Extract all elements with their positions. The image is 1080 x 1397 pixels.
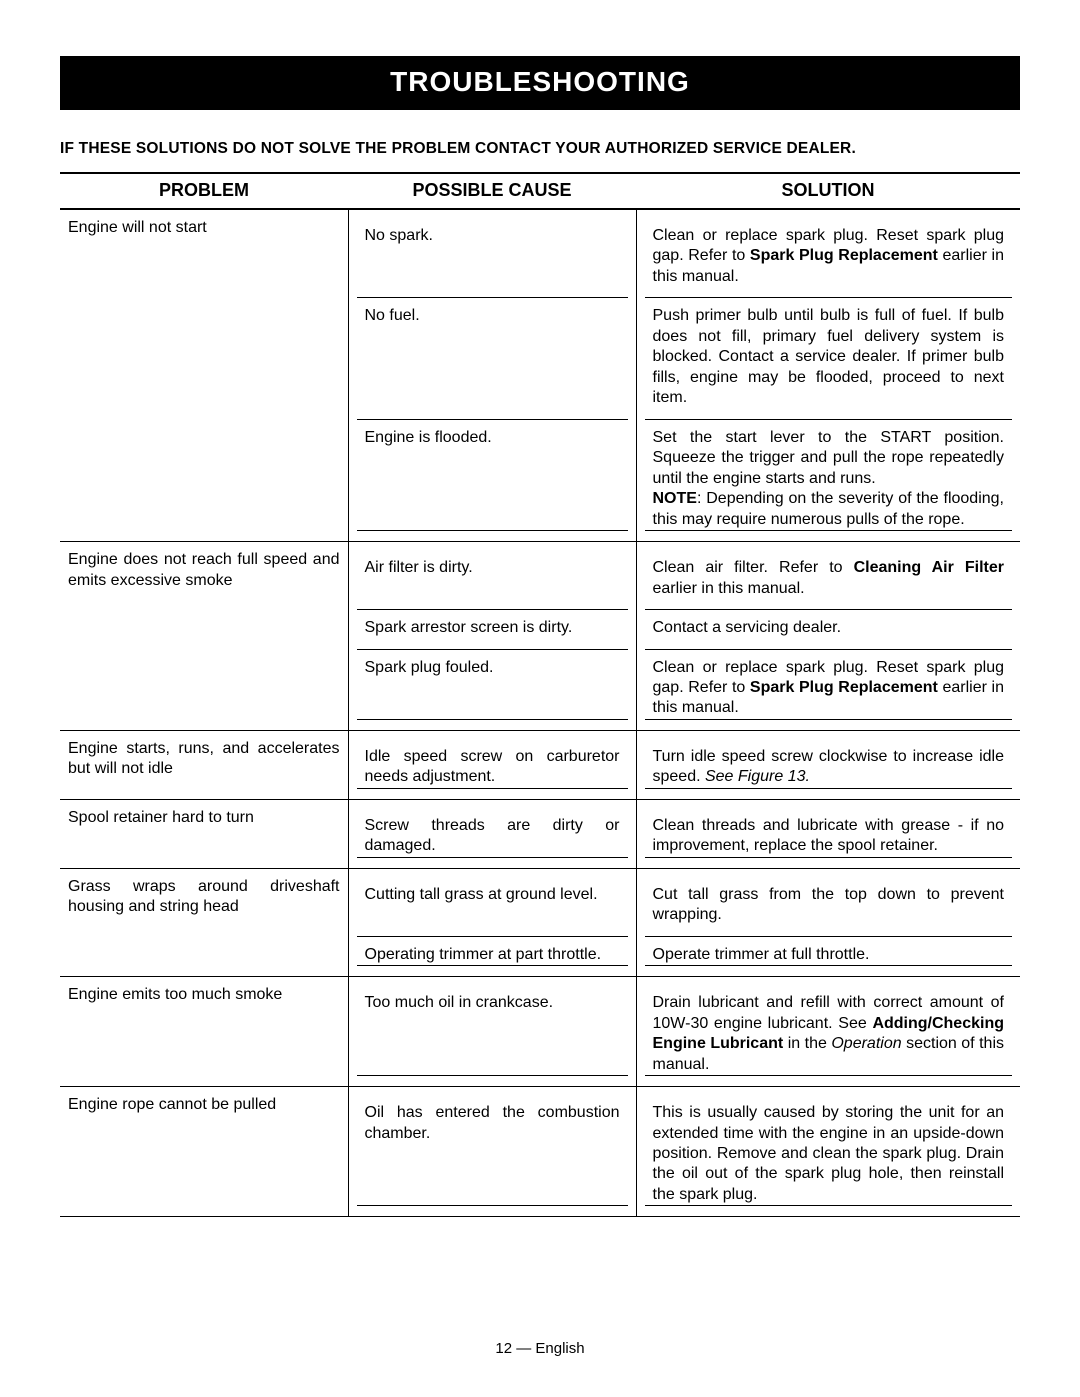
- cause-text: Idle speed screw on carburetor needs adj…: [357, 739, 628, 788]
- table-header-row: PROBLEM POSSIBLE CAUSE SOLUTION: [60, 173, 1020, 209]
- cause-text: Screw threads are dirty or damaged.: [357, 808, 628, 857]
- solution-text: Clean threads and lubricate with grease …: [645, 808, 1013, 857]
- cause-cell: Too much oil in crankcase.: [348, 977, 636, 1087]
- cause-cell: Air filter is dirty.Spark arrestor scree…: [348, 542, 636, 731]
- manual-page: TROUBLESHOOTING IF THESE SOLUTIONS DO NO…: [0, 0, 1080, 1397]
- solution-text: Cut tall grass from the top down to prev…: [645, 877, 1013, 936]
- table-row: Engine will not startNo spark.No fuel.En…: [60, 209, 1020, 542]
- cause-text: Spark plug fouled.: [357, 649, 628, 719]
- problem-cell: Engine starts, runs, and accelerates but…: [60, 730, 348, 799]
- problem-cell: Engine emits too much smoke: [60, 977, 348, 1087]
- table-row: Spool retainer hard to turnScrew threads…: [60, 799, 1020, 868]
- solution-text: Contact a servicing dealer.: [645, 610, 1013, 649]
- cause-text: No spark.: [357, 218, 628, 298]
- solution-cell: Turn idle speed screw clockwise to incre…: [636, 730, 1020, 799]
- solution-text: Operate trimmer at full throttle.: [645, 936, 1013, 965]
- problem-cell: Spool retainer hard to turn: [60, 799, 348, 868]
- col-header-solution: SOLUTION: [636, 173, 1020, 209]
- solution-text: Set the start lever to the START positio…: [645, 419, 1013, 530]
- col-header-problem: PROBLEM: [60, 173, 348, 209]
- page-footer: 12 — English: [0, 1340, 1080, 1357]
- table-row: Engine does not reach full speed and emi…: [60, 542, 1020, 731]
- solution-text: Drain lubricant and refill with correct …: [645, 985, 1013, 1075]
- cause-text: Spark arrestor screen is dirty.: [357, 610, 628, 649]
- solution-text: Turn idle speed screw clockwise to incre…: [645, 739, 1013, 788]
- solution-text: Push primer bulb until bulb is full of f…: [645, 298, 1013, 419]
- cause-text: Oil has entered the combustion chamber.: [357, 1095, 628, 1206]
- table-row: Engine starts, runs, and accelerates but…: [60, 730, 1020, 799]
- col-header-cause: POSSIBLE CAUSE: [348, 173, 636, 209]
- contact-dealer-notice: IF THESE SOLUTIONS DO NOT SOLVE THE PROB…: [60, 140, 1020, 158]
- cause-text: Cutting tall grass at ground level.: [357, 877, 628, 936]
- solution-text: Clean or replace spark plug. Reset spark…: [645, 649, 1013, 719]
- problem-cell: Engine rope cannot be pulled: [60, 1087, 348, 1217]
- table-row: Grass wraps around driveshaft housing an…: [60, 868, 1020, 976]
- solution-cell: This is usually caused by storing the un…: [636, 1087, 1020, 1217]
- solution-text: Clean air filter. Refer to Cleaning Air …: [645, 550, 1013, 609]
- table-row: Engine emits too much smokeToo much oil …: [60, 977, 1020, 1087]
- cause-text: Air filter is dirty.: [357, 550, 628, 609]
- problem-cell: Engine will not start: [60, 209, 348, 542]
- solution-cell: Drain lubricant and refill with correct …: [636, 977, 1020, 1087]
- cause-text: Operating trimmer at part throttle.: [357, 936, 628, 965]
- cause-cell: Screw threads are dirty or damaged.: [348, 799, 636, 868]
- problem-cell: Engine does not reach full speed and emi…: [60, 542, 348, 731]
- table-body: Engine will not startNo spark.No fuel.En…: [60, 209, 1020, 1217]
- cause-text: Engine is flooded.: [357, 419, 628, 530]
- cause-cell: Cutting tall grass at ground level.Opera…: [348, 868, 636, 976]
- solution-text: Clean or replace spark plug. Reset spark…: [645, 218, 1013, 298]
- cause-cell: Idle speed screw on carburetor needs adj…: [348, 730, 636, 799]
- solution-text: This is usually caused by storing the un…: [645, 1095, 1013, 1206]
- solution-cell: Clean threads and lubricate with grease …: [636, 799, 1020, 868]
- problem-cell: Grass wraps around driveshaft housing an…: [60, 868, 348, 976]
- cause-text: No fuel.: [357, 298, 628, 419]
- solution-cell: Cut tall grass from the top down to prev…: [636, 868, 1020, 976]
- troubleshooting-table: PROBLEM POSSIBLE CAUSE SOLUTION Engine w…: [60, 172, 1020, 1217]
- solution-cell: Clean or replace spark plug. Reset spark…: [636, 209, 1020, 542]
- section-title: TROUBLESHOOTING: [60, 56, 1020, 110]
- cause-text: Too much oil in crankcase.: [357, 985, 628, 1075]
- cause-cell: Oil has entered the combustion chamber.: [348, 1087, 636, 1217]
- solution-cell: Clean air filter. Refer to Cleaning Air …: [636, 542, 1020, 731]
- table-row: Engine rope cannot be pulledOil has ente…: [60, 1087, 1020, 1217]
- cause-cell: No spark.No fuel.Engine is flooded.: [348, 209, 636, 542]
